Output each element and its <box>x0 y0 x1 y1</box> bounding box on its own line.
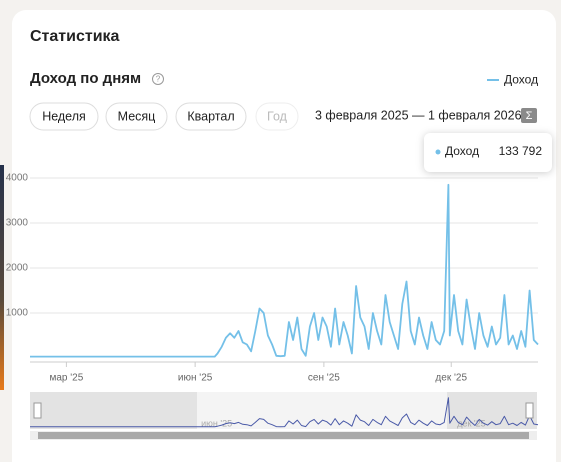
navigator-handle[interactable] <box>33 402 42 419</box>
help-icon-text: ? <box>156 75 161 84</box>
y-tick-label: 2000 <box>6 263 29 274</box>
background-image-edge <box>0 165 4 390</box>
navigator-mask <box>30 392 197 429</box>
date-range[interactable]: 3 февраля 2025 — 1 февраля 2026 <box>315 108 522 122</box>
navigator-handle[interactable] <box>525 402 534 419</box>
help-icon[interactable] <box>152 73 164 85</box>
navigator-label: июн '25 <box>201 418 232 428</box>
tooltip-dot <box>435 149 441 155</box>
y-tick-label: 4000 <box>6 173 29 184</box>
navigator-label: дек '25 <box>457 418 485 428</box>
x-tick-label: сен '25 <box>308 373 340 384</box>
sum-button-text: Σ <box>526 110 533 122</box>
chart-title: Доход по дням <box>30 70 141 87</box>
x-tick-label: июн '25 <box>178 373 213 384</box>
y-tick-label: 1000 <box>6 308 29 319</box>
y-tick-label: 3000 <box>6 218 29 229</box>
navigator-line <box>30 397 539 428</box>
period-button-text: Год <box>267 109 288 123</box>
period-button-text: Неделя <box>42 109 86 123</box>
period-button[interactable] <box>29 102 99 131</box>
tooltip <box>424 133 552 172</box>
x-tick-label: мар '25 <box>49 373 83 384</box>
series-line <box>30 183 539 358</box>
x-tick-label: дек '25 <box>435 373 467 384</box>
tooltip-value: 133 792 <box>499 144 543 158</box>
legend-label: Доход <box>504 73 538 87</box>
page-title: Статистика <box>30 28 120 45</box>
period-button[interactable] <box>175 102 247 131</box>
period-button-text: Квартал <box>187 109 234 123</box>
scrollbar-thumb[interactable] <box>38 432 529 439</box>
period-button[interactable] <box>255 102 299 131</box>
tooltip-label: Доход <box>445 144 479 158</box>
sum-button[interactable] <box>521 108 537 123</box>
period-button[interactable] <box>105 102 168 131</box>
period-button-text: Месяц <box>118 109 156 123</box>
